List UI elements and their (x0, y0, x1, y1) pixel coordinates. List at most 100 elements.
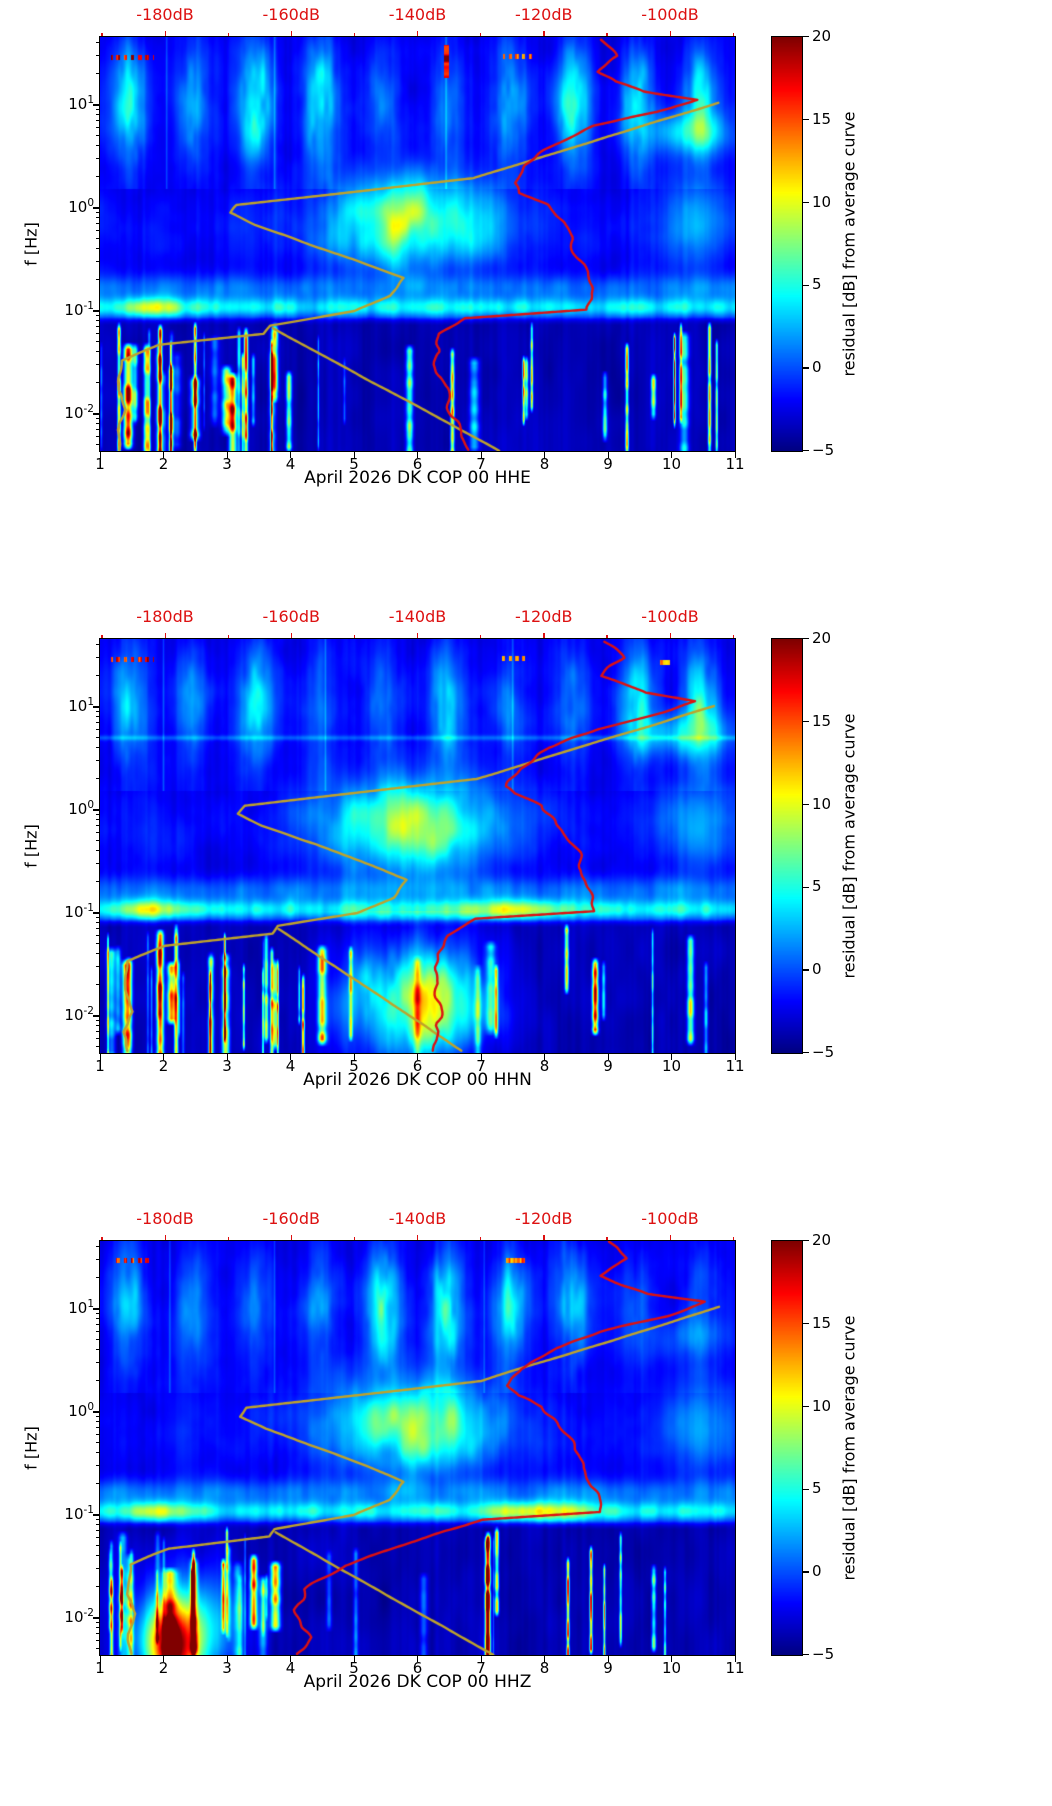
y-tick-base: 10 (68, 696, 88, 715)
tick-mark (226, 452, 228, 458)
colorbar (771, 638, 803, 1054)
colorbar-label: residual [dB] from average curve (839, 111, 859, 377)
tick-mark (803, 638, 809, 640)
spectrogram-canvas (100, 639, 735, 1053)
spectrogram-canvas (100, 1241, 735, 1655)
tick-mark (353, 1656, 355, 1662)
tick-mark (607, 1054, 609, 1060)
y-tick-exponent: 1 (87, 93, 94, 106)
y-tick-base: 10 (68, 197, 88, 216)
tick-mark (803, 1654, 809, 1656)
tick-mark (803, 119, 809, 121)
tick-mark (290, 1656, 292, 1662)
y-tick-label: 10-1 (40, 300, 94, 319)
tick-mark (671, 1054, 673, 1060)
y-tick-exponent: -1 (83, 299, 94, 312)
db-tick-label: -100dB (641, 5, 699, 24)
tick-mark (544, 1656, 546, 1662)
tick-mark (163, 1054, 165, 1060)
y-tick-exponent: -1 (83, 901, 94, 914)
tick-mark (290, 452, 292, 458)
y-tick-base: 10 (64, 902, 84, 921)
tick-mark (734, 452, 736, 458)
y-tick-base: 10 (68, 799, 88, 818)
db-tick-label: -180dB (136, 1209, 194, 1228)
colorbar-canvas (772, 1241, 802, 1655)
spectrogram-panel-hhn: f [Hz] April 2026 DK COP 00 HHN residual… (0, 602, 1052, 1204)
y-axis-label: f [Hz] (21, 1426, 41, 1470)
tick-mark (803, 886, 809, 888)
tick-mark (803, 284, 809, 286)
db-tick-label: -120dB (515, 1209, 573, 1228)
db-tick-label: -120dB (515, 5, 573, 24)
y-tick-base: 10 (68, 1401, 88, 1420)
tick-mark (353, 1054, 355, 1060)
y-tick-exponent: -1 (83, 1503, 94, 1516)
y-axis-label: f [Hz] (21, 222, 41, 266)
tick-mark (607, 452, 609, 458)
y-tick-base: 10 (68, 94, 88, 113)
y-tick-base: 10 (64, 1504, 84, 1523)
x-axis-label: April 2026 DK COP 00 HHN (303, 1070, 532, 1090)
db-tick-label: -160dB (262, 607, 320, 626)
tick-mark (417, 452, 419, 458)
tick-mark (803, 803, 809, 806)
tick-mark (480, 1054, 482, 1060)
tick-mark (803, 1052, 809, 1054)
tick-mark (353, 452, 355, 458)
tick-mark (480, 1656, 482, 1662)
tick-mark (417, 1054, 419, 1060)
colorbar (771, 1240, 803, 1656)
db-tick-label: -140dB (388, 607, 447, 626)
plot-area (99, 638, 736, 1054)
colorbar-label: residual [dB] from average curve (839, 1315, 859, 1581)
y-tick-exponent: 0 (87, 196, 94, 209)
y-tick-base: 10 (64, 403, 84, 422)
y-tick-label: 100 (40, 197, 94, 216)
db-tick-label: -180dB (136, 607, 194, 626)
y-tick-label: 101 (40, 94, 94, 113)
colorbar-tick-label: 20 (812, 27, 832, 45)
y-tick-exponent: 1 (87, 1297, 94, 1310)
tick-mark (417, 1656, 419, 1662)
tick-mark (803, 1323, 809, 1325)
tick-mark (544, 452, 546, 458)
tick-mark (803, 450, 809, 452)
y-tick-label: 100 (40, 799, 94, 818)
colorbar-tick-label: −5 (812, 441, 835, 459)
db-tick-label: -180dB (136, 5, 194, 24)
tick-mark (99, 452, 101, 458)
db-tick-label: -160dB (262, 1209, 320, 1228)
y-tick-label: 100 (40, 1401, 94, 1420)
y-tick-label: 101 (40, 1298, 94, 1317)
plot-area (99, 1240, 736, 1656)
tick-mark (544, 1054, 546, 1060)
tick-mark (226, 1656, 228, 1662)
y-tick-label: 10-1 (40, 902, 94, 921)
tick-mark (290, 1054, 292, 1060)
tick-mark (163, 1656, 165, 1662)
y-tick-base: 10 (68, 1298, 88, 1317)
tick-mark (803, 1240, 809, 1242)
tick-mark (99, 1054, 101, 1060)
y-tick-label: 10-1 (40, 1504, 94, 1523)
tick-mark (226, 1054, 228, 1060)
db-tick-label: -140dB (388, 1209, 447, 1228)
colorbar-tick-label: −5 (812, 1645, 835, 1663)
x-axis-label: April 2026 DK COP 00 HHE (304, 468, 531, 488)
tick-mark (734, 1054, 736, 1060)
y-tick-exponent: 0 (87, 1400, 94, 1413)
y-tick-label: 101 (40, 696, 94, 715)
y-tick-base: 10 (64, 1607, 84, 1626)
tick-mark (803, 969, 809, 971)
colorbar-tick-label: −5 (812, 1043, 835, 1061)
colorbar (771, 36, 803, 452)
y-tick-label: 10-2 (40, 1005, 94, 1024)
spectrogram-panel-hhe: f [Hz] April 2026 DK COP 00 HHE residual… (0, 0, 1052, 602)
tick-mark (803, 1405, 809, 1408)
tick-mark (671, 1656, 673, 1662)
tick-mark (99, 1656, 101, 1662)
plot-area (99, 36, 736, 452)
y-tick-exponent: -2 (83, 402, 94, 415)
